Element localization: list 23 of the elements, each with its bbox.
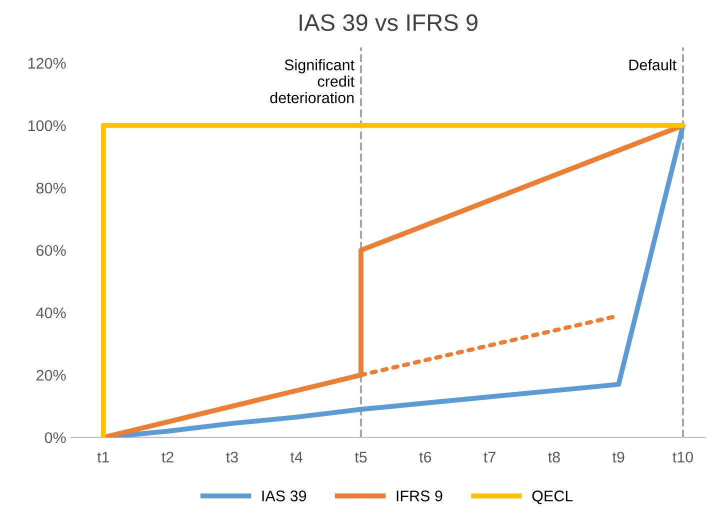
y-tick-label: 0% xyxy=(44,432,66,444)
x-tick-label: t6 xyxy=(419,452,432,463)
ref-line-label: Default xyxy=(629,59,676,70)
y-tick-label: 60% xyxy=(36,245,66,256)
y-tick-label: 120% xyxy=(28,58,66,69)
ref-line-label: Significant credit deterioration xyxy=(270,59,354,104)
chart-title: IAS 39 vs IFRS 9 xyxy=(300,14,478,31)
x-tick-label: t3 xyxy=(226,452,238,463)
y-tick-label: 80% xyxy=(36,182,66,194)
legend-label: IAS 39 xyxy=(262,490,306,502)
legend-label: IFRS 9 xyxy=(396,490,442,502)
y-tick-label: 20% xyxy=(36,370,66,381)
y-tick-label: 100% xyxy=(28,120,66,132)
x-tick-label: t8 xyxy=(548,452,560,463)
x-tick-label: t7 xyxy=(484,452,496,462)
x-tick-label: t4 xyxy=(290,452,303,462)
x-tick-label: t10 xyxy=(672,452,694,463)
x-tick-label: t5 xyxy=(354,452,367,463)
x-tick-label: t9 xyxy=(612,452,624,463)
y-tick-label: 40% xyxy=(36,307,66,318)
legend-label: QECL xyxy=(532,490,573,504)
x-tick-label: t1 xyxy=(97,452,110,462)
x-tick-label: t2 xyxy=(162,452,174,462)
